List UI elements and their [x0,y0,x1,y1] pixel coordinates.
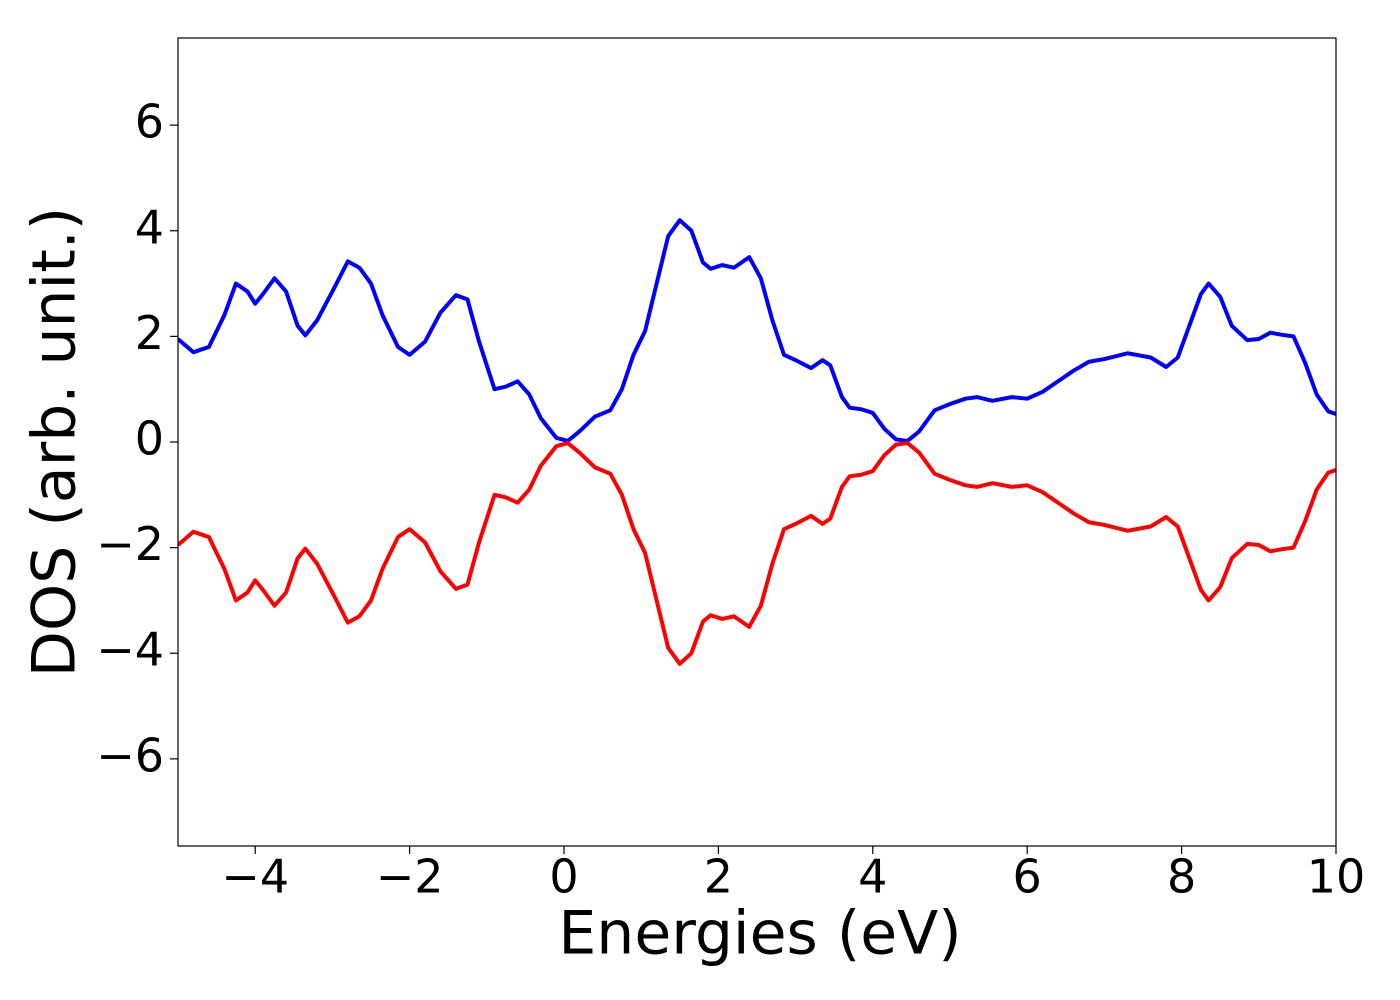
y-tick-label: 4 [135,200,164,254]
x-tick-label: 8 [1167,850,1196,904]
x-tick-label: 10 [1307,850,1366,904]
x-tick-label: 6 [1013,850,1042,904]
y-tick-label: 6 [135,95,164,149]
x-tick-label: −2 [376,850,444,904]
y-tick-label: 0 [135,412,164,466]
x-tick-label: −4 [221,850,289,904]
x-tick-label: 4 [858,850,887,904]
y-tick-label: −2 [96,517,164,571]
data-line [178,441,1336,666]
y-axis-label: DOS (arb. unit.) [20,207,90,677]
x-axis-label: Energies (eV) [558,899,961,969]
x-tick-label: 2 [704,850,733,904]
y-tick-label: 2 [135,306,164,360]
x-tick-label: 0 [549,850,578,904]
plot-frame [177,37,1337,847]
y-tick-label: −4 [96,623,164,677]
data-line [178,218,1336,443]
y-tick-label: −6 [96,728,164,782]
